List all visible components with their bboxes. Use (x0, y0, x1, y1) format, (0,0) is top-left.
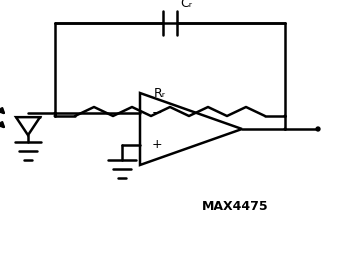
Circle shape (284, 128, 286, 130)
Circle shape (54, 115, 56, 117)
Text: Cᵣ: Cᵣ (180, 0, 192, 10)
Polygon shape (16, 117, 40, 135)
Text: MAX4475: MAX4475 (202, 199, 268, 212)
Text: Rᵣ: Rᵣ (154, 87, 166, 100)
Circle shape (317, 128, 320, 130)
Text: +: + (152, 138, 162, 151)
Circle shape (284, 115, 286, 117)
Text: −: − (152, 107, 162, 120)
Circle shape (54, 112, 56, 114)
